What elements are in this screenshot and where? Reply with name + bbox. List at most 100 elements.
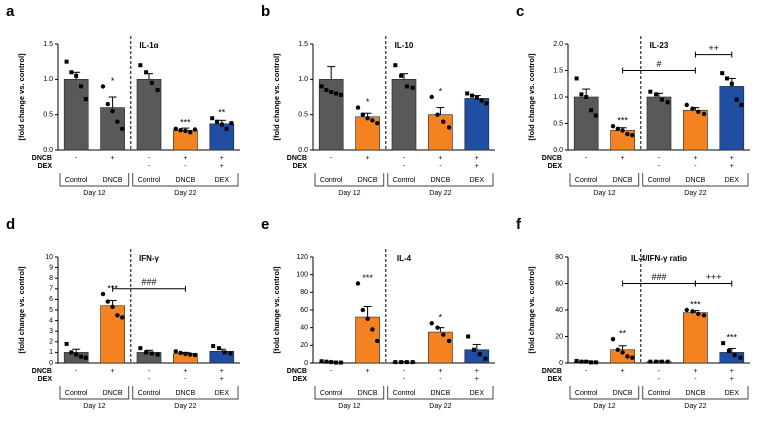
data-point bbox=[690, 309, 695, 314]
category-label: DNCB bbox=[430, 390, 450, 397]
bar bbox=[719, 86, 745, 151]
group-bracket bbox=[132, 386, 239, 400]
y-tick-label: 60 bbox=[555, 280, 563, 287]
data-point bbox=[100, 291, 106, 297]
panel-letter: b bbox=[261, 3, 270, 20]
data-point bbox=[69, 350, 74, 355]
dex-sign: + bbox=[475, 163, 479, 170]
data-point bbox=[410, 360, 415, 365]
comparison-label: # bbox=[656, 59, 661, 69]
dex-sign: + bbox=[730, 163, 734, 170]
dncb-sign: - bbox=[148, 155, 151, 162]
data-point bbox=[579, 92, 584, 97]
data-point bbox=[589, 360, 594, 365]
panel: c IL-23 [fold change vs. control] 0.0 0.5 1.0… bbox=[516, 3, 750, 197]
y-axis-label: [fold change vs. control] bbox=[527, 53, 536, 141]
dex-sign: - bbox=[439, 163, 442, 170]
bar bbox=[209, 123, 235, 151]
significance: * bbox=[366, 97, 370, 107]
data-point bbox=[429, 321, 434, 326]
row-label: DEX bbox=[293, 376, 308, 383]
data-point bbox=[224, 126, 229, 131]
data-point bbox=[64, 341, 69, 346]
significance: *** bbox=[727, 333, 738, 343]
bar bbox=[428, 331, 453, 364]
data-point bbox=[355, 105, 361, 110]
data-point bbox=[79, 84, 84, 89]
category-label: Control bbox=[393, 390, 416, 397]
group-bracket bbox=[387, 173, 494, 187]
y-tick-label: 0.0 bbox=[43, 147, 53, 154]
data-point bbox=[665, 100, 670, 105]
y-tick-label: 40 bbox=[555, 307, 563, 314]
bar bbox=[464, 98, 490, 151]
data-point bbox=[471, 347, 476, 352]
dncb-sign: + bbox=[730, 368, 734, 375]
data-point bbox=[625, 131, 630, 137]
data-point bbox=[120, 315, 125, 320]
data-point bbox=[365, 116, 370, 121]
dncb-sign: - bbox=[75, 368, 78, 375]
group-bracket bbox=[314, 386, 385, 400]
data-point bbox=[319, 359, 324, 364]
dncb-sign: - bbox=[658, 155, 661, 162]
category-label: DNCB bbox=[685, 177, 705, 184]
dex-sign: - bbox=[403, 163, 406, 170]
group-label: Day 22 bbox=[684, 190, 706, 197]
dncb-sign: + bbox=[220, 155, 224, 162]
data-point bbox=[216, 346, 221, 351]
data-point bbox=[178, 350, 183, 356]
panel: d IFN-γ [fold change vs. control] 0 1 2 3 4 5 6 7 8… bbox=[6, 216, 240, 410]
row-label: DEX bbox=[548, 376, 563, 383]
category-label: Control bbox=[65, 390, 88, 397]
group-label: Day 22 bbox=[429, 190, 451, 197]
data-point bbox=[648, 89, 653, 94]
dex-sign: + bbox=[220, 163, 224, 170]
y-tick-label: 4 bbox=[49, 317, 53, 324]
y-tick-label: 60 bbox=[300, 307, 308, 314]
panel-title: IL-10 bbox=[395, 41, 414, 50]
dex-sign: - bbox=[658, 163, 661, 170]
y-tick-label: 20 bbox=[300, 342, 308, 349]
data-point bbox=[375, 120, 380, 126]
bar bbox=[428, 114, 453, 151]
row-label: DEX bbox=[548, 163, 563, 170]
data-point bbox=[214, 119, 219, 124]
y-tick-label: 40 bbox=[300, 325, 308, 332]
dncb-sign: + bbox=[475, 368, 479, 375]
category-label: DNCB bbox=[613, 177, 633, 184]
data-point bbox=[149, 80, 154, 85]
data-point bbox=[319, 84, 324, 89]
data-point bbox=[110, 108, 115, 114]
y-tick-label: 20 bbox=[555, 333, 563, 340]
data-point bbox=[334, 360, 339, 365]
dncb-sign: - bbox=[585, 368, 588, 375]
data-point bbox=[574, 359, 579, 364]
y-tick-label: 2 bbox=[49, 339, 53, 346]
dncb-sign: - bbox=[403, 155, 406, 162]
data-point bbox=[441, 332, 446, 337]
data-point bbox=[375, 338, 380, 344]
data-point bbox=[228, 351, 233, 356]
data-point bbox=[370, 327, 375, 332]
data-point bbox=[404, 84, 409, 89]
dncb-sign: - bbox=[330, 368, 333, 375]
data-point bbox=[729, 81, 734, 86]
panel-title: IL-1α bbox=[139, 41, 158, 50]
y-tick-label: 0.5 bbox=[553, 120, 563, 127]
data-point bbox=[192, 352, 198, 358]
data-point bbox=[474, 95, 479, 100]
group-bracket bbox=[59, 173, 130, 187]
data-point bbox=[149, 351, 154, 356]
y-tick-label: 0 bbox=[304, 360, 308, 367]
data-point bbox=[144, 70, 149, 75]
data-point bbox=[665, 359, 670, 364]
data-point bbox=[360, 307, 365, 313]
data-point bbox=[110, 304, 115, 310]
category-label: DNCB bbox=[175, 177, 195, 184]
dex-sign: - bbox=[658, 376, 661, 383]
data-point bbox=[615, 347, 620, 352]
data-point bbox=[144, 350, 149, 355]
row-label: DEX bbox=[38, 163, 53, 170]
